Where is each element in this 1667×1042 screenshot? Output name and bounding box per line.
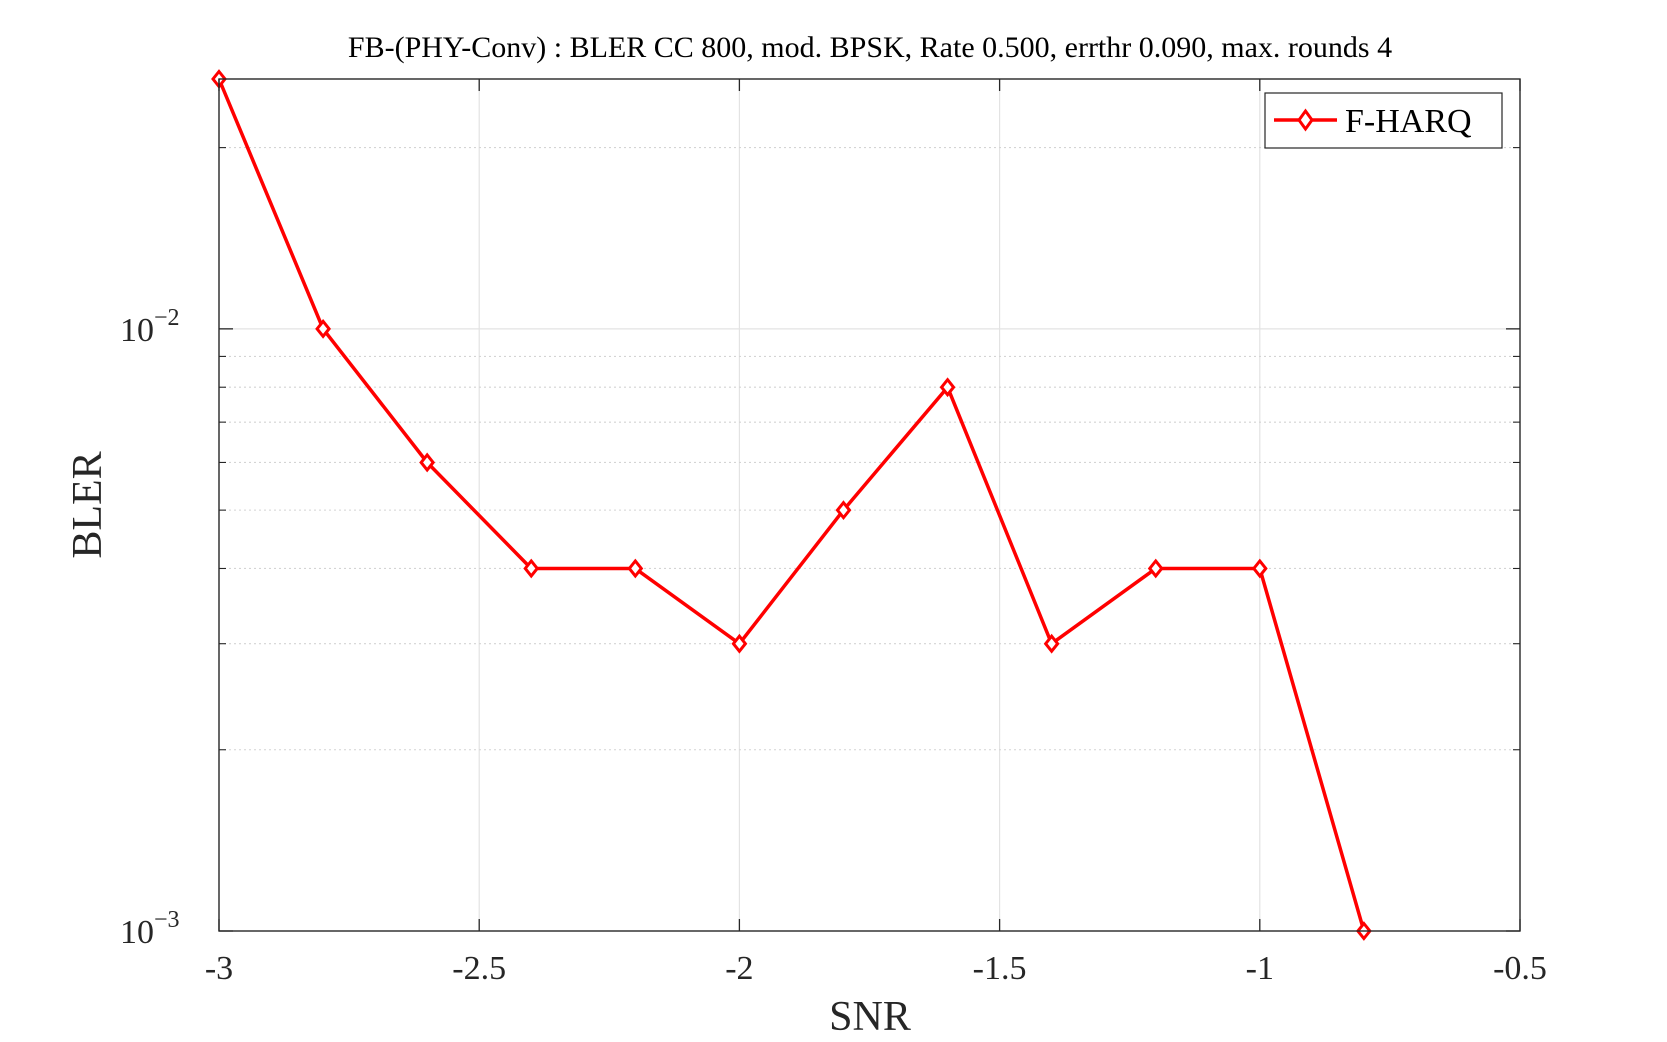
grid (219, 79, 1520, 931)
x-tick-label: -1 (1246, 950, 1274, 987)
x-tick-labels: -3 -2.5 -2 -1.5 -1 -0.5 (205, 950, 1547, 987)
plot-frame (218, 78, 1521, 932)
data-point-diamond-marker (731, 633, 748, 654)
x-tick-label: -1.5 (973, 950, 1027, 987)
data-point-diamond-marker (523, 558, 540, 579)
x-tick-label: -3 (205, 950, 233, 987)
data-point-diamond-marker (835, 500, 852, 521)
y-tick-label: 10−2 (120, 305, 180, 349)
data-point-diamond-marker (1043, 633, 1060, 654)
data-point-diamond-marker (1147, 558, 1164, 579)
x-axis-label: SNR (829, 994, 911, 1040)
y-axis-label: BLER (65, 451, 111, 558)
chart-title: FB-(PHY-Conv) : BLER CC 800, mod. BPSK, … (348, 31, 1392, 64)
data-point-diamond-marker (627, 558, 644, 579)
series-line (217, 78, 1366, 932)
ticks (218, 79, 1521, 932)
plot-area (219, 79, 1520, 931)
data-point-diamond-marker (315, 318, 332, 339)
y-tick-label: 10−3 (120, 907, 180, 951)
legend: F-HARQ (1264, 92, 1503, 149)
data-point-diamond-marker (1251, 558, 1268, 579)
y-tick-labels: 10−3 10−2 (120, 305, 180, 951)
x-tick-label: -2 (725, 950, 753, 987)
legend-label: F-HARQ (1345, 103, 1472, 140)
data-point-diamond-marker (419, 452, 436, 473)
x-tick-label: -2.5 (452, 950, 506, 987)
legend-diamond-marker (1297, 108, 1314, 132)
x-tick-label: -0.5 (1493, 950, 1547, 987)
series-layer (211, 69, 1372, 941)
data-point-diamond-marker (939, 377, 956, 398)
